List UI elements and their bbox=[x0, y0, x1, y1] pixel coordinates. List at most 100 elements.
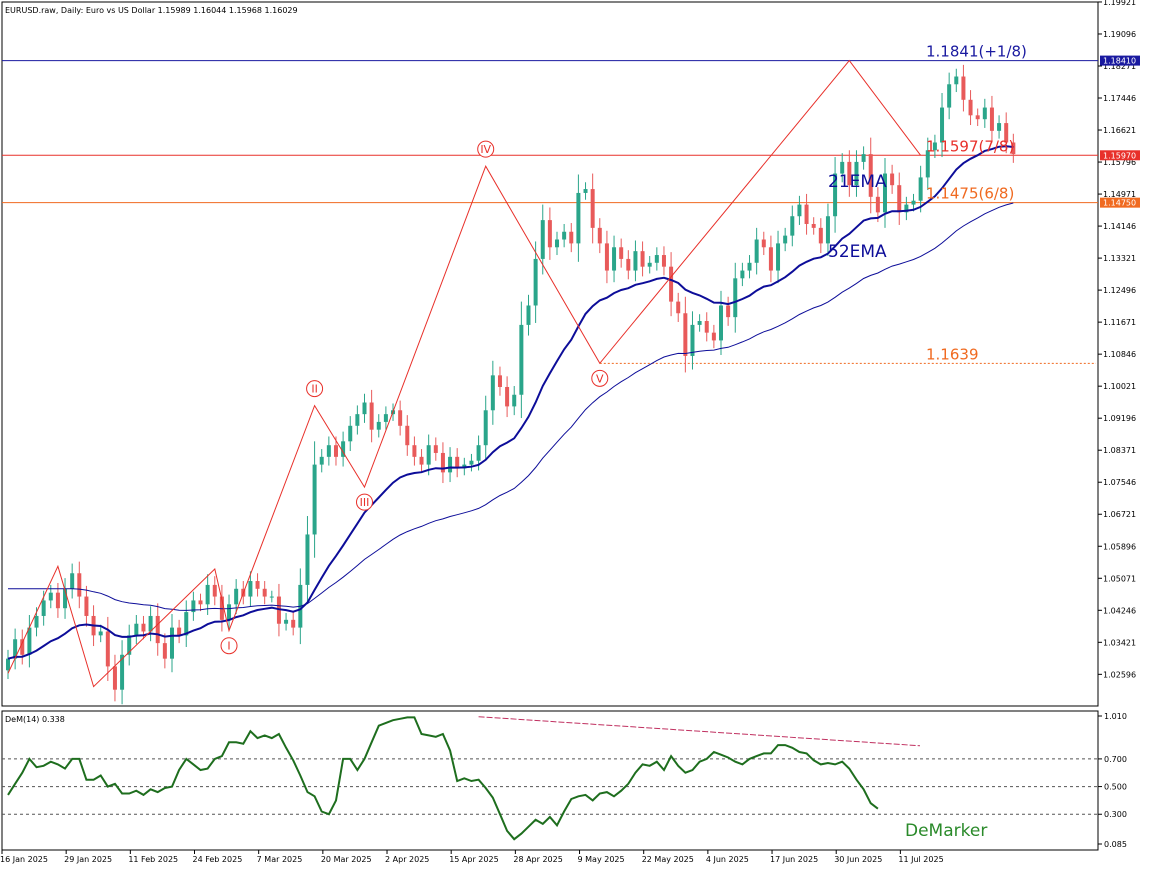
wave-label: III bbox=[360, 496, 370, 509]
candle-body bbox=[1004, 123, 1009, 143]
candle-body bbox=[362, 402, 367, 415]
candle-body bbox=[505, 386, 510, 407]
candle-body bbox=[519, 324, 524, 395]
candle-body bbox=[6, 658, 10, 671]
candle-body bbox=[469, 460, 474, 465]
ema52-label: 52EMA bbox=[828, 242, 887, 262]
time-tick-label: 17 Jun 2025 bbox=[770, 855, 818, 864]
candle-body bbox=[989, 107, 994, 131]
price-tick-label: 1.18271 bbox=[1103, 62, 1136, 71]
price-tick-label: 1.06721 bbox=[1103, 510, 1136, 519]
time-tick-label: 29 Jan 2025 bbox=[64, 855, 112, 864]
demarker-tick-label: 0.085 bbox=[1104, 840, 1127, 849]
wave-circle bbox=[477, 140, 495, 158]
price-badge-label: 1.14750 bbox=[1103, 199, 1136, 208]
candle-body bbox=[619, 247, 624, 259]
candle-body bbox=[34, 615, 39, 628]
candle-body bbox=[597, 227, 602, 244]
divergence-line bbox=[478, 716, 921, 747]
candle-body bbox=[918, 177, 923, 201]
candle-body bbox=[697, 321, 702, 325]
candle-body bbox=[269, 596, 274, 598]
price-tick-label: 1.16621 bbox=[1103, 126, 1136, 135]
candle-body bbox=[112, 666, 117, 690]
time-tick-label: 24 Feb 2025 bbox=[193, 855, 243, 864]
time-tick-label: 28 Apr 2025 bbox=[513, 855, 562, 864]
price-tick-label: 1.03421 bbox=[1103, 638, 1136, 647]
candle-body bbox=[405, 425, 410, 446]
ema21-line bbox=[7, 145, 1014, 660]
time-tick-label: 30 Jun 2025 bbox=[834, 855, 882, 864]
candle-body bbox=[961, 76, 966, 100]
candle-body bbox=[426, 445, 431, 465]
price-tick-label: 1.11671 bbox=[1103, 318, 1136, 327]
candle-body bbox=[184, 612, 189, 636]
candle-body bbox=[626, 258, 631, 271]
candle-body bbox=[940, 107, 945, 143]
candle-body bbox=[476, 445, 481, 461]
candle-body bbox=[726, 305, 731, 318]
price-tick-label: 1.02596 bbox=[1103, 670, 1136, 679]
candle-body bbox=[540, 220, 545, 259]
candle-body bbox=[305, 534, 310, 585]
price-y-axis: 1.19921 1.19096 1.18271 1.17446 1.16621 1.157… bbox=[1098, 0, 1140, 679]
candle-body bbox=[911, 200, 916, 205]
candle-body bbox=[205, 584, 210, 605]
candle-body bbox=[412, 445, 417, 457]
candle-body bbox=[776, 243, 781, 271]
time-tick-label: 2 Apr 2025 bbox=[385, 855, 429, 864]
price-badge bbox=[1100, 55, 1140, 66]
candle-body bbox=[169, 627, 174, 659]
candle-body bbox=[376, 421, 381, 430]
demarker-tick-label: 0.500 bbox=[1104, 783, 1127, 792]
ema21-label: 21EMA bbox=[828, 172, 887, 192]
candle-body bbox=[383, 414, 388, 422]
candle-body bbox=[419, 456, 424, 465]
candle-body bbox=[975, 115, 980, 120]
wave-label: IV bbox=[480, 143, 491, 156]
price-tick-label: 1.08371 bbox=[1103, 446, 1136, 455]
candle-body bbox=[1011, 142, 1016, 155]
price-tick-label: 1.19096 bbox=[1103, 30, 1136, 39]
candle-body bbox=[683, 313, 688, 356]
level-label-3: 1.1639 bbox=[926, 345, 979, 363]
price-plot-area: IIIIIIIVV1.1841(+1/8)1.1597(7/8)1.1475(6… bbox=[2, 43, 1098, 705]
candle-body bbox=[27, 627, 32, 655]
candle-body bbox=[704, 321, 709, 333]
candle-body bbox=[968, 99, 973, 116]
candle-body bbox=[932, 142, 937, 151]
wave-label: II bbox=[311, 383, 318, 396]
price-tick-label: 1.05896 bbox=[1103, 542, 1136, 551]
candle-body bbox=[512, 394, 517, 407]
candle-body bbox=[761, 239, 766, 248]
candle-body bbox=[84, 596, 89, 616]
candle-body bbox=[547, 220, 552, 248]
price-pane-header: EURUSD.raw, Daily: Euro vs US Dollar 1.1… bbox=[5, 6, 298, 15]
price-tick-label: 1.04246 bbox=[1103, 606, 1136, 615]
price-tick-label: 1.12496 bbox=[1103, 286, 1136, 295]
candle-body bbox=[333, 445, 338, 457]
price-tick-label: 1.14971 bbox=[1103, 190, 1136, 199]
candle-body bbox=[483, 410, 488, 446]
candle-body bbox=[875, 196, 880, 213]
price-pane bbox=[1, 1, 1099, 707]
zigzag-line bbox=[7, 59, 921, 688]
demarker-pane-header: DeM(14) 0.338 bbox=[5, 715, 65, 724]
demarker-tick-label: 1.010 bbox=[1104, 712, 1127, 721]
candle-body bbox=[141, 623, 146, 632]
candle-body bbox=[669, 266, 674, 302]
candle-body bbox=[740, 270, 745, 279]
candle-body bbox=[70, 573, 75, 589]
candle-body bbox=[398, 410, 403, 426]
candle-body bbox=[747, 262, 752, 271]
candle-body bbox=[98, 631, 103, 636]
candle-body bbox=[234, 588, 239, 605]
candle-body bbox=[555, 239, 560, 248]
candle-body bbox=[583, 189, 588, 193]
candle-body bbox=[954, 76, 959, 85]
candle-body bbox=[897, 185, 902, 213]
price-tick-label: 1.13321 bbox=[1103, 254, 1136, 263]
time-tick-label: 22 May 2025 bbox=[642, 855, 694, 864]
candle-body bbox=[882, 173, 887, 213]
